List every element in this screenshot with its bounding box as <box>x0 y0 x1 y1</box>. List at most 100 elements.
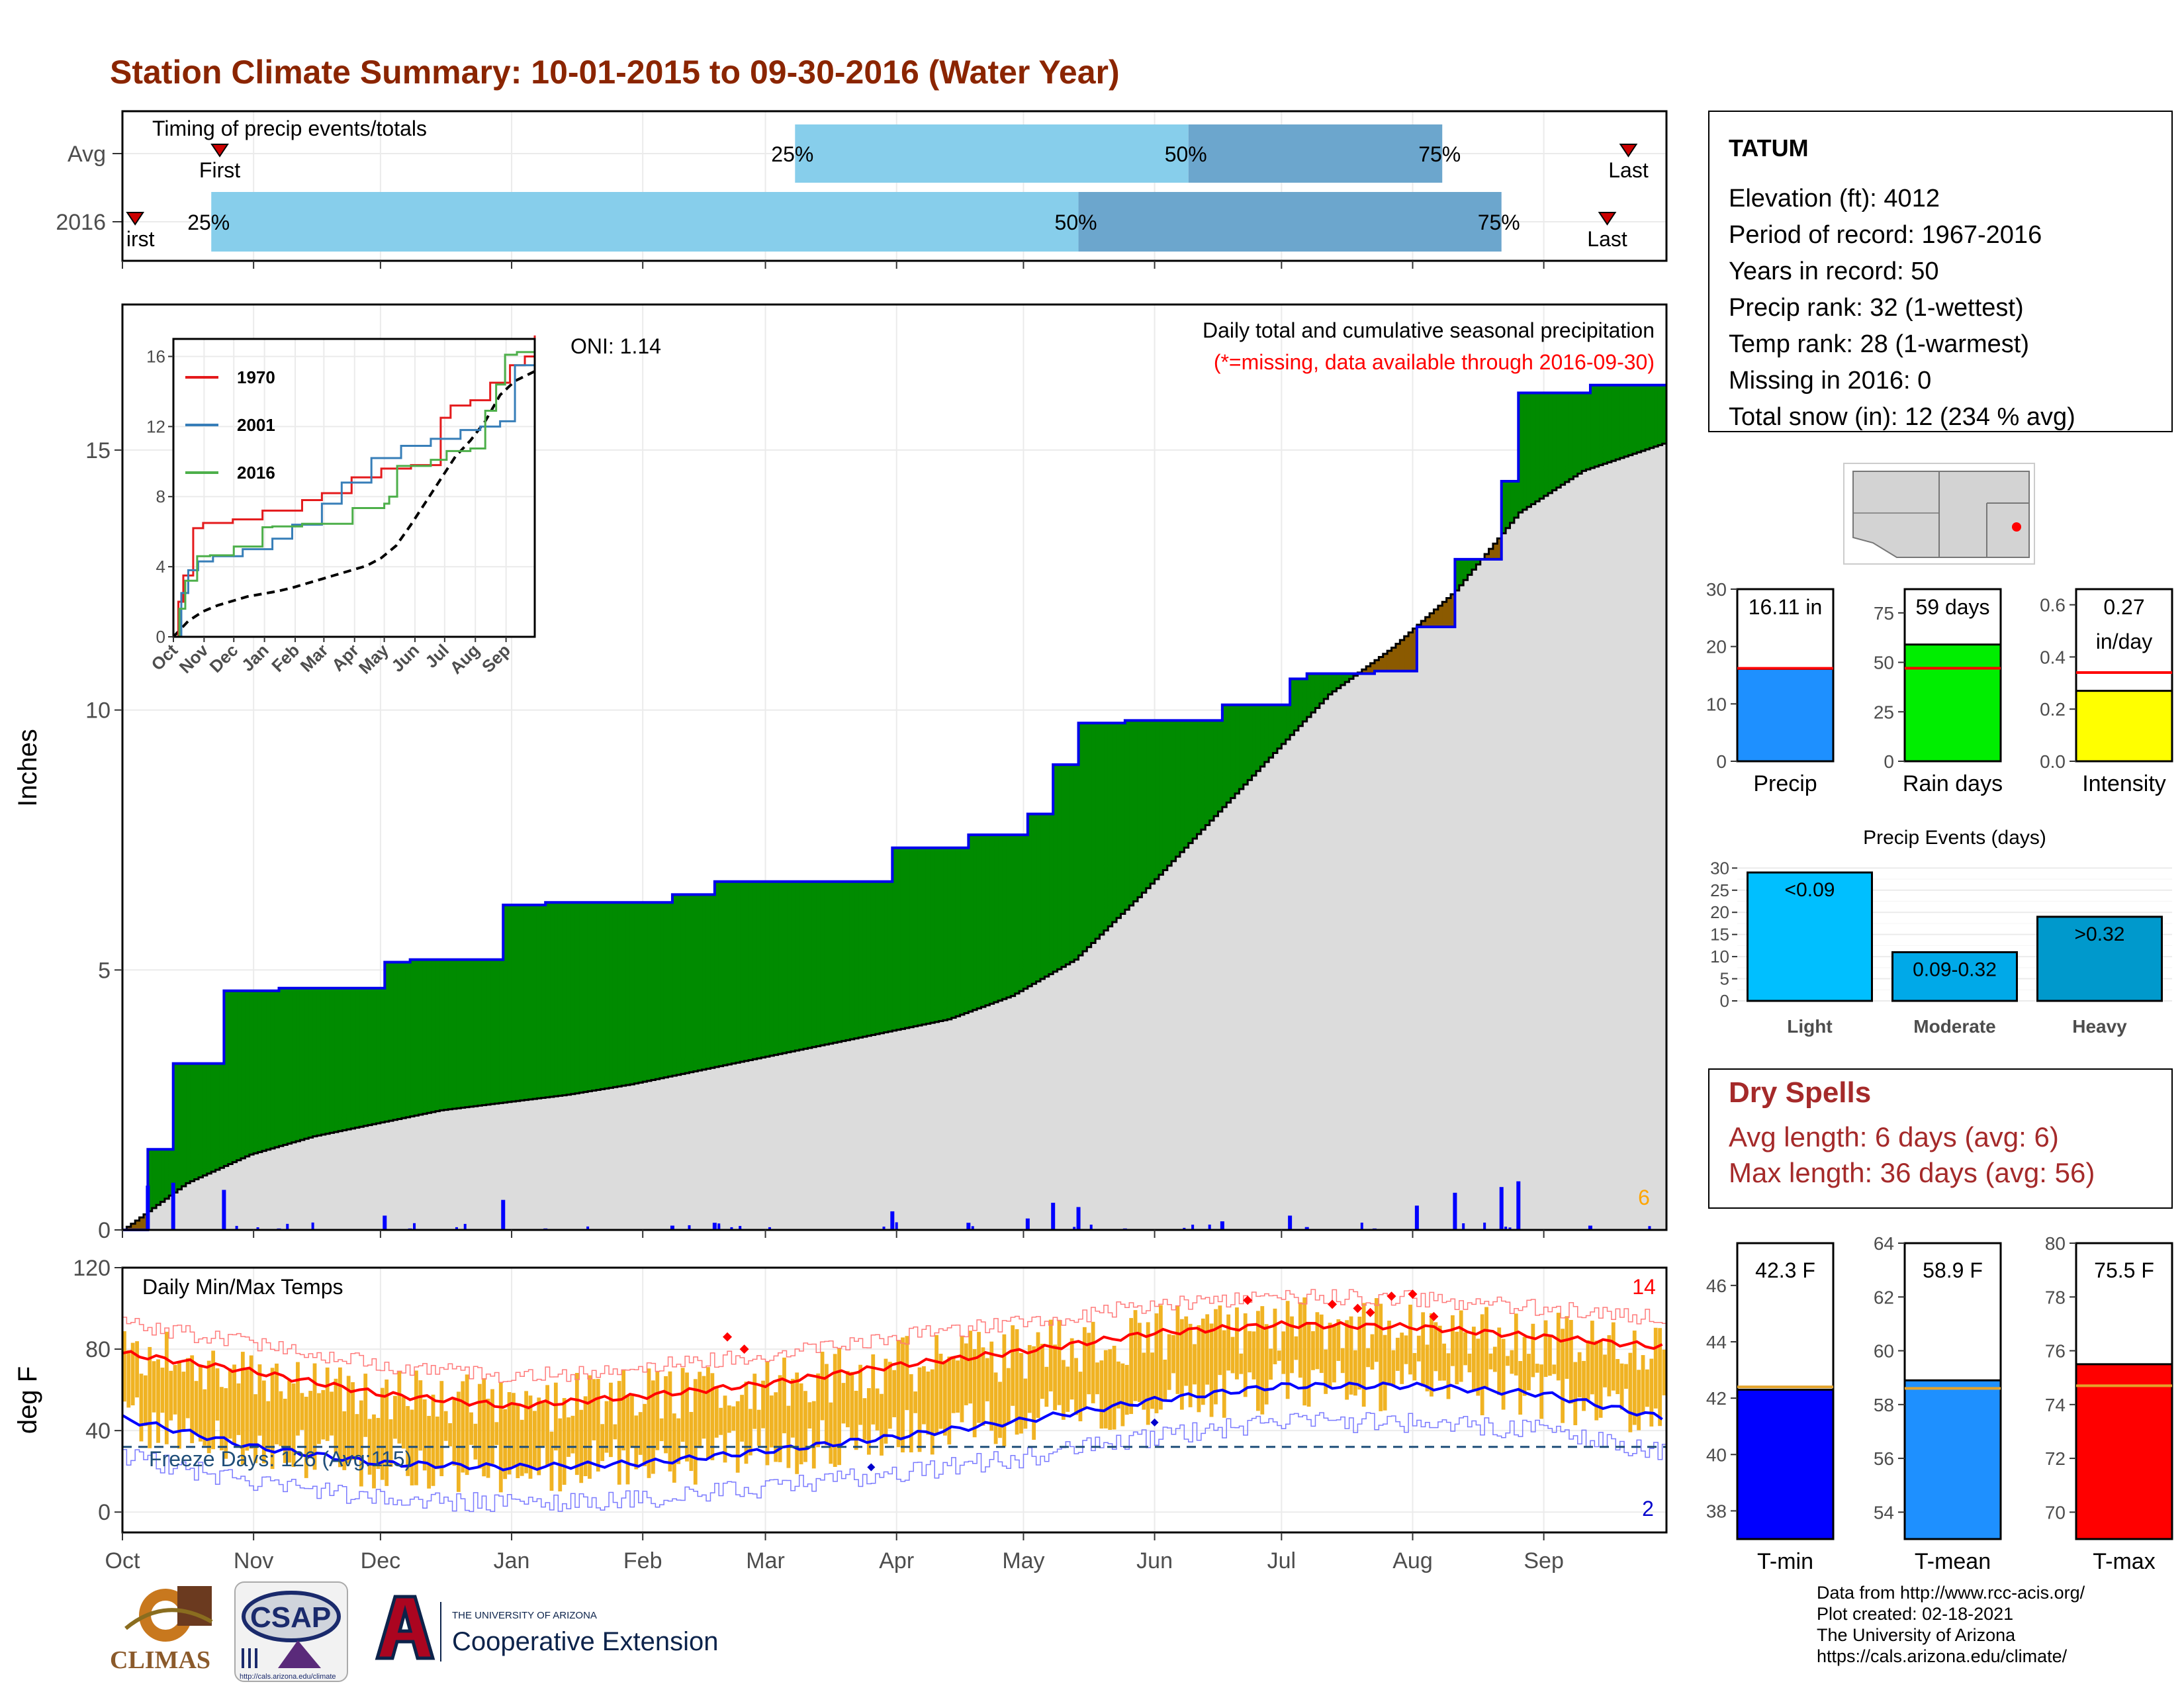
temp-daily-range-bar <box>1531 1323 1535 1378</box>
temp-daily-range-bar <box>1433 1322 1438 1372</box>
temp-daily-range-bar <box>816 1373 821 1448</box>
oni-label: ONI: 1.14 <box>570 334 661 358</box>
timing-bar-avg-q25-q50 <box>795 124 1189 183</box>
temp-daily-range-bar <box>1412 1352 1417 1381</box>
temp-daily-range-bar <box>380 1387 385 1480</box>
timing-last-marker-2016 <box>1598 212 1617 226</box>
temp-daily-range-bar <box>1501 1338 1506 1410</box>
temp-daily-range-bar <box>1586 1340 1590 1400</box>
temp-daily-range-bar <box>1048 1319 1053 1391</box>
temp-daily-range-bar <box>439 1381 444 1476</box>
precip-daily-bar-small <box>739 1225 742 1230</box>
temp-daily-range-bar <box>998 1382 1002 1438</box>
temp-daily-range-bar <box>795 1372 799 1474</box>
temp-daily-range-bar <box>1260 1306 1265 1415</box>
temp-panel-title: Daily Min/Max Temps <box>142 1275 343 1299</box>
month-axis-label: Oct <box>105 1548 140 1573</box>
temp-daily-range-bar <box>1053 1344 1057 1411</box>
precip-daily-bar-small <box>768 1227 771 1230</box>
temp-daily-range-bar <box>1374 1298 1379 1362</box>
temp-daily-range-bar <box>308 1391 313 1458</box>
temp-daily-range-bar <box>465 1374 469 1476</box>
temp-daily-range-bar <box>1302 1297 1307 1406</box>
precip-daily-bar <box>1025 1218 1030 1230</box>
temp-daily-range-bar <box>1628 1352 1633 1432</box>
minibar-value-1 <box>1903 643 2002 763</box>
temp-daily-range-bar <box>363 1374 368 1437</box>
precip-daily-bar <box>1051 1202 1056 1230</box>
temp-daily-range-bar <box>422 1399 427 1471</box>
precip-daily-bar-small <box>1508 1227 1512 1230</box>
temp-daily-range-bar <box>1239 1353 1244 1374</box>
precip-panel-frame <box>121 303 1668 1231</box>
inset-legend-label-1970: 1970 <box>237 367 275 387</box>
temp-daily-range-bar <box>143 1375 148 1427</box>
temp-daily-range-bar <box>1142 1352 1146 1410</box>
temp-daily-range-bar <box>596 1379 600 1472</box>
temp-daily-range-bar <box>1430 1313 1433 1397</box>
timing-pct-25: 25% <box>187 211 230 234</box>
temp-daily-range-bar <box>1340 1348 1345 1374</box>
temp-ylabel: deg F <box>13 1366 42 1434</box>
temp-daily-range-bar <box>698 1372 702 1448</box>
temp-daily-range-bar <box>312 1363 317 1470</box>
temp-record-low-marker <box>1150 1418 1159 1427</box>
precip-cumulative-line <box>122 383 1666 1231</box>
inset-line-1970 <box>173 335 536 638</box>
temp-daily-range-bar <box>498 1382 503 1493</box>
temp-daily-range-bar <box>638 1412 643 1455</box>
inset-cumulative-chart: 1970200120160481216OctNovDecJanFebMarApr… <box>146 335 536 678</box>
temp-daily-range-bar <box>494 1422 499 1445</box>
station-location-dot <box>2012 522 2021 532</box>
temp-record-high-marker <box>1353 1303 1363 1313</box>
precip-daily-bar-small <box>1483 1222 1486 1230</box>
station-line-7: Total snow (in): 12 (234 % avg) <box>1729 403 2075 431</box>
temp-daily-range-bar <box>1235 1307 1239 1380</box>
precip-daily-bar <box>1499 1187 1504 1230</box>
tempbar-ytick-label: 78 <box>2045 1287 2066 1307</box>
temp-daily-range-bar <box>1281 1331 1286 1374</box>
precip-daily-bar <box>1288 1215 1293 1230</box>
tempbar-value-text-1: 58.9 F <box>1923 1258 1983 1282</box>
precip-events-ytick-label: 0 <box>1720 991 1729 1011</box>
temp-daily-range-bar <box>905 1336 909 1411</box>
temp-daily-range-bar <box>1488 1353 1493 1370</box>
temp-daily-range-bar <box>228 1368 232 1439</box>
precip-daily-bar-small <box>463 1223 467 1230</box>
temperature-bar-charts: 42.3 F 38 40 42 44 46 T-min 58.9 F 54 56 58 60 62 64 T… <box>1706 1233 2173 1574</box>
temp-daily-range-bar <box>1209 1323 1214 1417</box>
temp-daily-range-bar <box>169 1370 173 1421</box>
temp-daily-range-bar <box>1535 1364 1539 1373</box>
temp-daily-range-bar <box>1328 1323 1332 1388</box>
tempbar-ytick-label: 72 <box>2045 1448 2066 1469</box>
temp-daily-range-bar <box>807 1402 812 1429</box>
temp-daily-range-bar <box>1108 1349 1113 1430</box>
temp-daily-range-bar <box>1285 1301 1290 1399</box>
minibar-label-1: Rain days <box>1903 771 2003 796</box>
station-line-6: Missing in 2016: 0 <box>1729 367 1931 395</box>
temp-daily-range-bar <box>126 1350 131 1408</box>
temp-daily-range-bar <box>989 1341 994 1431</box>
temp-daily-range-bar <box>1019 1353 1023 1434</box>
temp-daily-range-bar <box>1548 1335 1552 1376</box>
temp-daily-range-bar <box>786 1405 791 1468</box>
precip-daily-bar <box>712 1223 717 1230</box>
temp-daily-range-bar <box>875 1388 880 1430</box>
temp-daily-range-bar <box>727 1405 731 1433</box>
temp-ytick-label: 120 <box>73 1256 111 1281</box>
temp-daily-range-bar <box>676 1418 681 1464</box>
temp-daily-range-bar <box>1527 1354 1531 1391</box>
month-axis-label: Mar <box>746 1548 785 1573</box>
temp-daily-range-bar <box>461 1381 465 1473</box>
temp-daily-range-bar <box>431 1394 435 1486</box>
minibar-ytick-label: 0 <box>1716 751 1727 772</box>
temp-daily-range-bar <box>710 1373 715 1460</box>
temp-daily-range-bar <box>993 1372 998 1444</box>
temp-daily-range-bar <box>291 1383 296 1468</box>
inset-ytick-label: 16 <box>146 346 165 366</box>
month-axis-label: Jan <box>494 1548 530 1573</box>
temp-daily-range-bar <box>334 1378 338 1454</box>
temp-daily-range-bar <box>837 1348 842 1466</box>
temp-daily-range-bar <box>401 1397 406 1449</box>
temp-daily-range-bar <box>1006 1368 1011 1423</box>
